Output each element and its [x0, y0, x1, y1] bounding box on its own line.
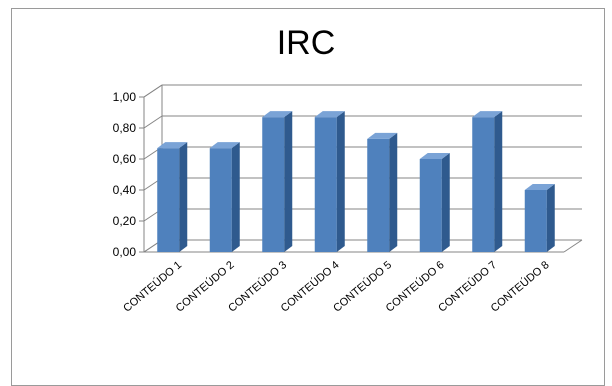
bar-side: [231, 142, 240, 252]
chart-title: IRC: [276, 24, 336, 62]
bar-side: [284, 111, 293, 253]
bar-side: [494, 111, 503, 253]
bar-top: [524, 184, 555, 190]
y-tick-label: 0,40: [113, 183, 137, 197]
bar-top: [262, 111, 293, 118]
bar: [419, 159, 442, 252]
bar-top: [367, 132, 398, 139]
y-tick-label: 0,20: [113, 214, 137, 228]
bar-top: [314, 111, 345, 118]
bar: [367, 138, 390, 252]
bar: [209, 148, 232, 252]
bar: [314, 117, 337, 253]
bar-top: [472, 111, 503, 118]
bar-side: [336, 111, 345, 253]
floor-right-edge: [563, 239, 583, 253]
bar: [524, 190, 547, 252]
bar-top: [157, 142, 188, 149]
bar: [472, 117, 495, 253]
bar: [157, 148, 180, 252]
bar-side: [389, 132, 398, 252]
y-tick-label: 0,80: [113, 121, 137, 135]
y-tick-label: 0,00: [113, 245, 137, 259]
gridline-depth: [143, 84, 163, 98]
chart-frame: [11, 8, 605, 386]
gridline-depth: [143, 115, 163, 129]
bar-side: [441, 153, 450, 252]
y-tick-label: 0,60: [113, 152, 137, 166]
bar-side: [179, 142, 188, 252]
bar-top: [419, 153, 450, 159]
bar-side: [546, 184, 555, 252]
y-tick-label: 1,00: [113, 90, 137, 104]
bar-top: [209, 142, 240, 149]
bar: [262, 117, 285, 253]
